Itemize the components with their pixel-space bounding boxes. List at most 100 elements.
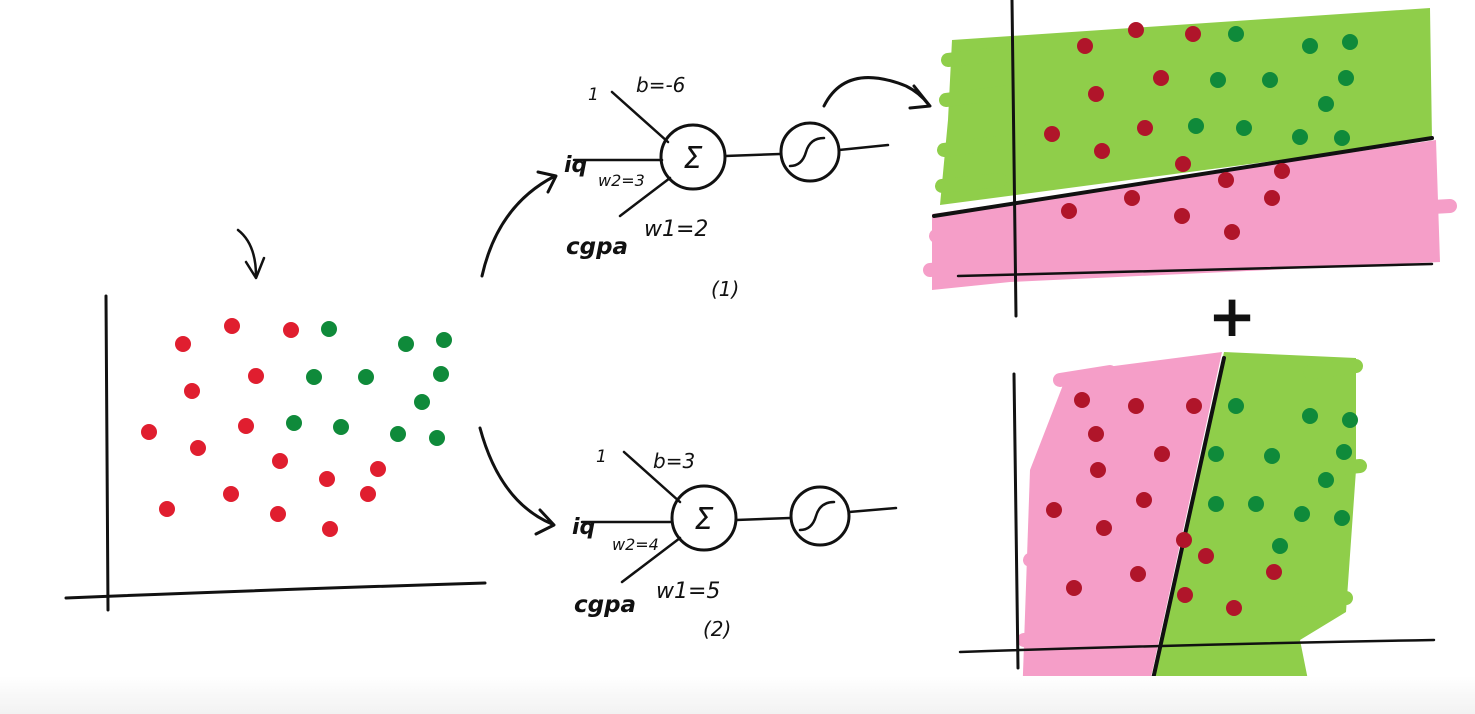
red-point (223, 486, 239, 502)
red-point (322, 521, 338, 537)
red-point (1088, 426, 1104, 442)
red-point (1198, 548, 1214, 564)
red-point (175, 336, 191, 352)
cgpa-line (618, 176, 672, 218)
green-point (1318, 96, 1334, 112)
red-point (360, 486, 376, 502)
combine-plus: + (1208, 282, 1257, 350)
cgpa-label: cgpa (566, 234, 628, 260)
red-point (1136, 492, 1152, 508)
bias-input-label: 1 (588, 85, 599, 105)
bias-line (622, 450, 682, 504)
green-point (1338, 70, 1354, 86)
red-point (1077, 38, 1093, 54)
green-point (333, 419, 349, 435)
decision-boundary (932, 136, 1434, 218)
x-axis (956, 262, 1434, 278)
green-point (321, 321, 337, 337)
red-point (190, 440, 206, 456)
y-axis (1010, 0, 1018, 318)
green-point (398, 336, 414, 352)
y-axis (1012, 372, 1020, 670)
x-axis (958, 638, 1436, 654)
bias-label: b=-6 (636, 73, 685, 97)
red-point (1153, 70, 1169, 86)
bias-input-label: 1 (596, 447, 607, 467)
pink-region-scribble-edge (923, 199, 1457, 277)
red-point (1130, 566, 1146, 582)
w1-label: w1=5 (656, 579, 720, 604)
bias-line (610, 90, 670, 144)
red-point (1046, 502, 1062, 518)
activation-node (789, 485, 851, 547)
perceptron-2: Σ 1 b=3 iq w2=4 cgpa w1=5 (2) (572, 447, 898, 641)
green-region-scribble-edge (1173, 359, 1367, 697)
red-point (1174, 208, 1190, 224)
iq-label: iq (564, 153, 587, 178)
output-line (837, 143, 890, 152)
red-point (1154, 446, 1170, 462)
red-point (1061, 203, 1077, 219)
green-region (1146, 352, 1356, 702)
red-point (184, 383, 200, 399)
green-point (436, 332, 452, 348)
red-point (370, 461, 386, 477)
red-point (1137, 120, 1153, 136)
green-point (1208, 446, 1224, 462)
red-point (238, 418, 254, 434)
plot2-points (1046, 392, 1358, 616)
green-point (1228, 398, 1244, 414)
arrow-to-perceptron-2 (478, 426, 556, 536)
y-axis (104, 294, 110, 612)
red-point (1066, 580, 1082, 596)
output-line (847, 506, 898, 514)
green-point (1318, 472, 1334, 488)
green-point (1228, 26, 1244, 42)
green-point (1292, 129, 1308, 145)
w2-label: w2=4 (612, 535, 659, 554)
green-point (358, 369, 374, 385)
red-point (1128, 22, 1144, 38)
x-axis (64, 581, 487, 600)
red-point (1175, 156, 1191, 172)
iq-label: iq (572, 515, 595, 540)
green-point (1208, 496, 1224, 512)
green-point (1342, 34, 1358, 50)
green-point (1236, 120, 1252, 136)
red-point (1186, 398, 1202, 414)
arrow-to-perceptron-1 (480, 170, 558, 278)
green-point (286, 415, 302, 431)
green-point (1248, 496, 1264, 512)
red-point (1044, 126, 1060, 142)
cgpa-label: cgpa (574, 592, 636, 618)
decision-boundary (1146, 356, 1226, 704)
scatter-points (141, 318, 452, 537)
down-arrow (236, 228, 266, 280)
green-point (433, 366, 449, 382)
pink-region (1022, 352, 1222, 702)
red-point (319, 471, 335, 487)
red-point (1185, 26, 1201, 42)
index-label: (1) (711, 277, 739, 301)
green-region-scribble-edge (935, 47, 1027, 193)
green-point (429, 430, 445, 446)
green-point (390, 426, 406, 442)
red-point (1128, 398, 1144, 414)
green-point (414, 394, 430, 410)
sum-to-activation-line (734, 516, 792, 522)
red-point (1096, 520, 1112, 536)
red-point (159, 501, 175, 517)
red-point (1266, 564, 1282, 580)
red-point (1176, 532, 1192, 548)
red-point (283, 322, 299, 338)
sum-symbol: Σ (684, 141, 703, 176)
red-point (1218, 172, 1234, 188)
pink-region-scribble-edge (1017, 365, 1117, 647)
red-point (1177, 587, 1193, 603)
green-point (1302, 408, 1318, 424)
bias-label: b=3 (653, 449, 695, 473)
summation-node (670, 484, 738, 552)
red-point (1090, 462, 1106, 478)
activation-node (779, 121, 841, 183)
